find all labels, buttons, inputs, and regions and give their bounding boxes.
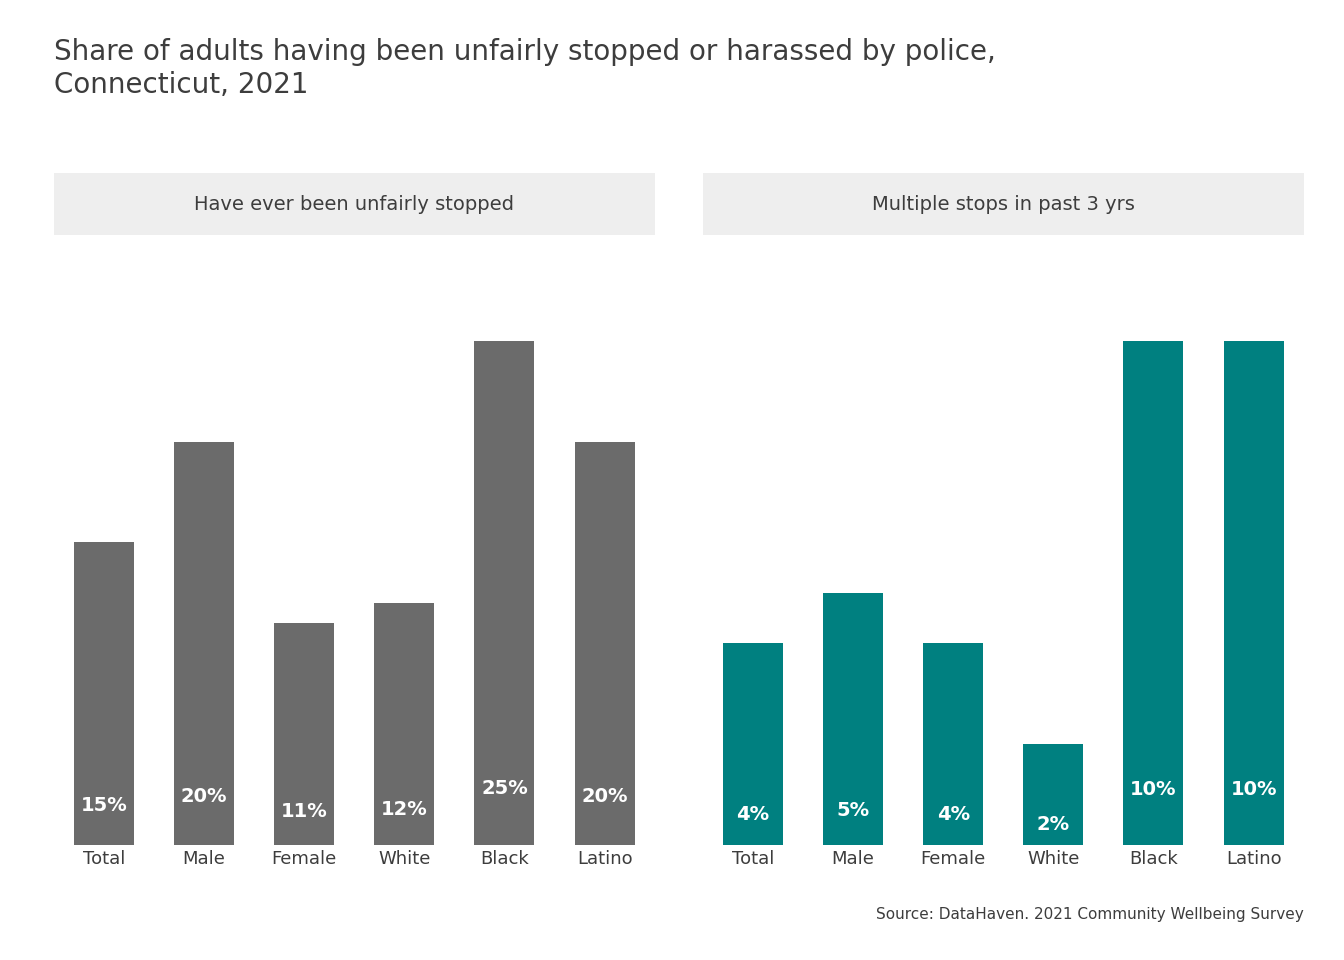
Text: 4%: 4% <box>937 804 970 824</box>
Text: 20%: 20% <box>180 787 227 806</box>
Bar <box>923 643 984 845</box>
Bar <box>574 442 634 845</box>
Bar <box>1124 341 1184 845</box>
Bar <box>173 442 234 845</box>
Bar <box>374 603 434 845</box>
Text: 15%: 15% <box>81 796 128 814</box>
Bar <box>1023 744 1083 845</box>
Text: 20%: 20% <box>582 787 628 806</box>
Text: Multiple stops in past 3 yrs: Multiple stops in past 3 yrs <box>872 195 1134 213</box>
Text: Source: DataHaven. 2021 Community Wellbeing Survey: Source: DataHaven. 2021 Community Wellbe… <box>876 906 1304 922</box>
Text: 10%: 10% <box>1130 780 1177 800</box>
Bar <box>274 623 335 845</box>
Bar <box>74 542 134 845</box>
Text: 25%: 25% <box>481 780 528 799</box>
Text: 5%: 5% <box>836 801 870 820</box>
Text: Have ever been unfairly stopped: Have ever been unfairly stopped <box>195 195 515 213</box>
Text: 11%: 11% <box>281 802 328 821</box>
Text: 12%: 12% <box>380 801 427 820</box>
Bar <box>823 593 883 845</box>
Bar <box>474 341 535 845</box>
Text: Share of adults having been unfairly stopped or harassed by police,
Connecticut,: Share of adults having been unfairly sto… <box>54 38 996 99</box>
Bar <box>1223 341 1284 845</box>
Text: 4%: 4% <box>737 804 769 824</box>
Text: 10%: 10% <box>1230 780 1277 800</box>
Text: 2%: 2% <box>1036 815 1070 834</box>
Bar <box>723 643 782 845</box>
